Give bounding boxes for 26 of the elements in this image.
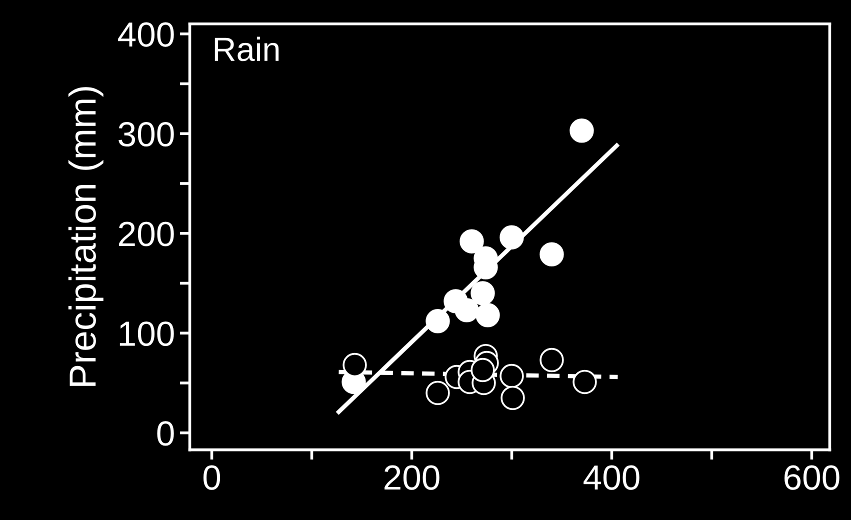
y-tick-label: 400 [118, 22, 174, 47]
point [500, 386, 525, 410]
point [454, 298, 479, 322]
point [426, 380, 450, 406]
point [470, 281, 495, 306]
y-tick-label: 0 [157, 421, 174, 446]
point [470, 358, 495, 382]
point [540, 348, 564, 372]
annotation: Rain [214, 36, 279, 62]
point [342, 352, 367, 378]
point [540, 242, 564, 266]
x-tick-label: 0 [203, 465, 220, 490]
y-tick-label: 200 [119, 222, 174, 246]
y-tick-label: 100 [120, 321, 174, 346]
y-axis-title: Precipitation (mm) [68, 87, 104, 386]
x-tick-label: 600 [784, 465, 840, 490]
point [500, 225, 524, 250]
point [570, 118, 594, 143]
point [460, 229, 484, 254]
y-tick-label: 300 [118, 122, 174, 147]
point [476, 303, 500, 328]
point [572, 370, 597, 394]
point [426, 309, 450, 334]
x-tick-label: 200 [384, 465, 440, 490]
x-tick-label: 400 [584, 465, 640, 490]
point [500, 364, 524, 388]
